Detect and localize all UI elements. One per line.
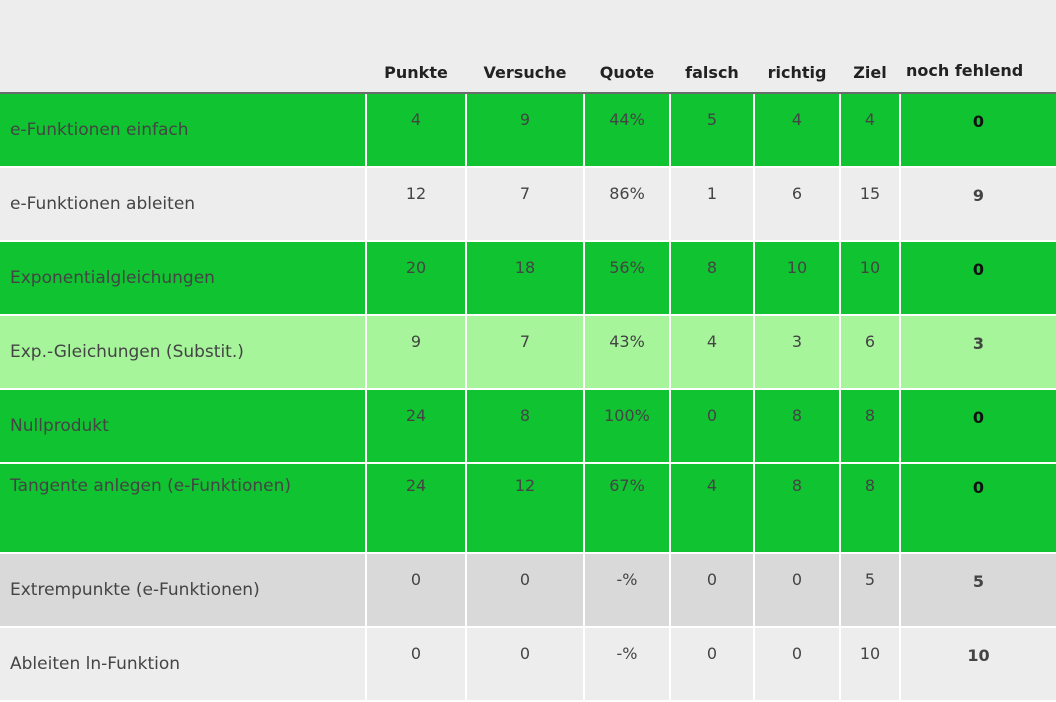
ziel-cell: 10 — [840, 241, 901, 316]
punkte-cell: 24 — [366, 389, 467, 464]
topic-cell: Exponentialgleichungen — [0, 241, 367, 316]
falsch-cell: 0 — [670, 627, 755, 702]
ziel-cell: 10 — [840, 627, 901, 702]
falsch-cell: 4 — [670, 315, 755, 390]
punkte-cell: 9 — [366, 315, 467, 390]
header-noch-fehlend: noch fehlend — [900, 0, 1056, 94]
richtig-cell: 8 — [754, 389, 841, 464]
topic-cell: Extrempunkte (e-Funktionen) — [0, 553, 367, 628]
noch-fehlend-cell: 3 — [900, 315, 1056, 390]
header-versuche: Versuche — [466, 0, 584, 94]
punkte-cell: 0 — [366, 553, 467, 628]
ziel-cell: 6 — [840, 315, 901, 390]
topic-cell: Nullprodukt — [0, 389, 367, 464]
versuche-cell: 18 — [466, 241, 585, 316]
noch-fehlend-cell: 0 — [900, 389, 1056, 464]
ziel-cell: 8 — [840, 389, 901, 464]
richtig-cell: 6 — [754, 167, 841, 242]
versuche-cell: 9 — [466, 93, 585, 168]
noch-fehlend-cell: 0 — [900, 241, 1056, 316]
table-row: e-Funktionen einfach 4 9 44% 5 4 4 0 — [0, 93, 1056, 168]
header-topic — [0, 0, 366, 94]
punkte-cell: 24 — [366, 463, 467, 554]
quote-cell: -% — [584, 627, 671, 702]
falsch-cell: 0 — [670, 553, 755, 628]
richtig-cell: 10 — [754, 241, 841, 316]
noch-fehlend-cell: 10 — [900, 627, 1056, 702]
noch-fehlend-cell: 0 — [900, 463, 1056, 554]
quote-cell: 56% — [584, 241, 671, 316]
table-row: Ableiten ln-Funktion 0 0 -% 0 0 10 10 — [0, 627, 1056, 702]
header-ziel: Ziel — [840, 0, 900, 94]
table-row: Extrempunkte (e-Funktionen) 0 0 -% 0 0 5 5 — [0, 553, 1056, 628]
table-row: e-Funktionen ableiten 12 7 86% 1 6 15 9 — [0, 167, 1056, 242]
falsch-cell: 1 — [670, 167, 755, 242]
noch-fehlend-cell: 0 — [900, 93, 1056, 168]
punkte-cell: 12 — [366, 167, 467, 242]
table-row: Exp.-Gleichungen (Substit.) 9 7 43% 4 3 6 3 — [0, 315, 1056, 390]
ziel-cell: 8 — [840, 463, 901, 554]
falsch-cell: 8 — [670, 241, 755, 316]
falsch-cell: 0 — [670, 389, 755, 464]
header-quote: Quote — [584, 0, 670, 94]
topic-cell: Exp.-Gleichungen (Substit.) — [0, 315, 367, 390]
punkte-cell: 20 — [366, 241, 467, 316]
richtig-cell: 3 — [754, 315, 841, 390]
richtig-cell: 8 — [754, 463, 841, 554]
punkte-cell: 0 — [366, 627, 467, 702]
falsch-cell: 5 — [670, 93, 755, 168]
versuche-cell: 7 — [466, 167, 585, 242]
versuche-cell: 7 — [466, 315, 585, 390]
table-row: Exponentialgleichungen 20 18 56% 8 10 10 0 — [0, 241, 1056, 316]
table-body: e-Funktionen einfach 4 9 44% 5 4 4 0 e-Funktione… — [0, 93, 1056, 702]
punkte-cell: 4 — [366, 93, 467, 168]
versuche-cell: 12 — [466, 463, 585, 554]
header-punkte: Punkte — [366, 0, 466, 94]
header-row: Punkte Versuche Quote falsch richtig Zie… — [0, 0, 1056, 94]
richtig-cell: 0 — [754, 627, 841, 702]
quote-cell: 44% — [584, 93, 671, 168]
topic-cell: Ableiten ln-Funktion — [0, 627, 367, 702]
quote-cell: 43% — [584, 315, 671, 390]
table-header: Punkte Versuche Quote falsch richtig Zie… — [0, 0, 1056, 94]
noch-fehlend-cell: 5 — [900, 553, 1056, 628]
table-row: Nullprodukt 24 8 100% 0 8 8 0 — [0, 389, 1056, 464]
topic-cell: e-Funktionen einfach — [0, 93, 367, 168]
quote-cell: 86% — [584, 167, 671, 242]
noch-fehlend-cell: 9 — [900, 167, 1056, 242]
richtig-cell: 0 — [754, 553, 841, 628]
falsch-cell: 4 — [670, 463, 755, 554]
quote-cell: -% — [584, 553, 671, 628]
richtig-cell: 4 — [754, 93, 841, 168]
topic-cell: e-Funktionen ableiten — [0, 167, 367, 242]
quote-cell: 100% — [584, 389, 671, 464]
versuche-cell: 0 — [466, 553, 585, 628]
ziel-cell: 4 — [840, 93, 901, 168]
ziel-cell: 5 — [840, 553, 901, 628]
header-falsch: falsch — [670, 0, 754, 94]
quote-cell: 67% — [584, 463, 671, 554]
versuche-cell: 8 — [466, 389, 585, 464]
versuche-cell: 0 — [466, 627, 585, 702]
ziel-cell: 15 — [840, 167, 901, 242]
header-richtig: richtig — [754, 0, 840, 94]
topic-cell: Tangente anlegen (e-Funktionen) — [0, 463, 367, 554]
table-row: Tangente anlegen (e-Funktionen) 24 12 67% 4 8… — [0, 463, 1056, 554]
